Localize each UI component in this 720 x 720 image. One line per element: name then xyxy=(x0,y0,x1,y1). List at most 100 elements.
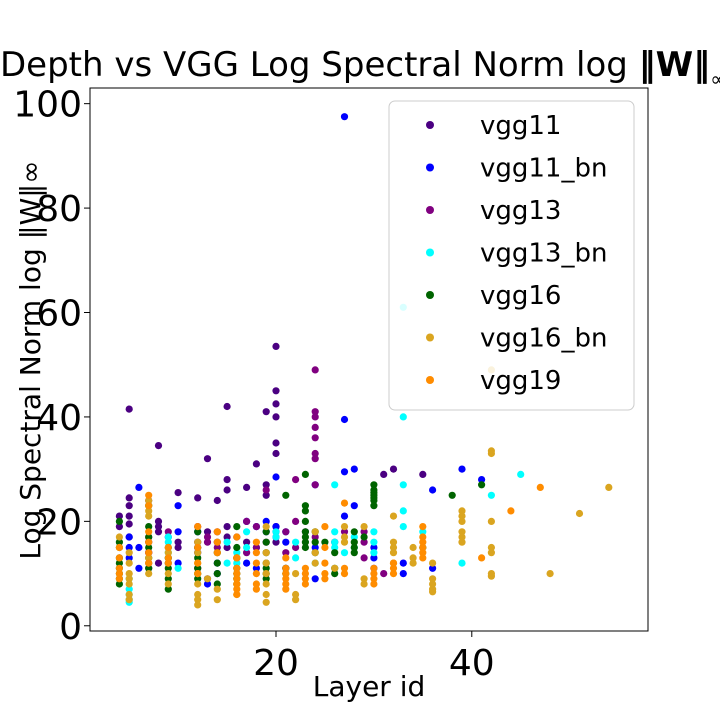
point-vgg19-50 xyxy=(340,499,349,507)
point-vgg11-4 xyxy=(125,502,133,510)
point-vgg19-55 xyxy=(370,575,378,583)
point-vgg11_bn-8 xyxy=(174,502,182,510)
point-vgg16_bn-52 xyxy=(360,580,368,588)
plot-area-frame xyxy=(89,87,649,632)
point-vgg16_bn-26 xyxy=(194,601,202,609)
point-vgg11-27 xyxy=(223,476,231,484)
point-vgg16-56 xyxy=(311,538,319,546)
point-vgg16-27 xyxy=(213,559,221,567)
point-vgg19-38 xyxy=(282,575,290,583)
point-vgg13-35 xyxy=(340,528,349,536)
point-vgg11-37 xyxy=(262,481,270,489)
point-vgg11-12 xyxy=(154,517,163,526)
point-vgg16-30 xyxy=(233,523,241,531)
point-vgg11-30 xyxy=(223,533,231,541)
point-vgg11_bn-31 xyxy=(311,543,319,552)
point-vgg16-51 xyxy=(301,528,309,536)
point-vgg16_bn-69 xyxy=(458,528,466,536)
point-vgg13_bn-23 xyxy=(331,481,339,489)
point-vgg11_bn-37 xyxy=(350,465,358,473)
legend-label-vgg16: vgg16 xyxy=(480,281,561,311)
point-vgg16_bn-60 xyxy=(409,559,417,567)
point-vgg16_bn-7 xyxy=(125,590,133,599)
point-vgg13_bn-10 xyxy=(174,564,182,572)
point-vgg19-49 xyxy=(321,575,329,583)
point-vgg19-3 xyxy=(115,570,123,578)
point-vgg11-24 xyxy=(213,496,221,505)
point-vgg16-47 xyxy=(301,470,309,478)
point-vgg11_bn-34 xyxy=(340,415,349,424)
point-vgg16-49 xyxy=(301,507,309,515)
point-vgg19-67 xyxy=(507,507,515,515)
point-vgg13-17 xyxy=(252,543,260,552)
point-vgg16_bn-6 xyxy=(125,580,133,588)
point-vgg13-24 xyxy=(292,543,300,552)
point-vgg13-37 xyxy=(360,554,368,562)
point-vgg13_bn-36 xyxy=(399,507,407,515)
point-vgg16_bn-67 xyxy=(458,512,466,520)
y-tick-label: 80 xyxy=(36,189,82,230)
point-vgg19-24 xyxy=(233,570,241,578)
point-vgg16-48 xyxy=(301,502,309,510)
point-vgg16-1 xyxy=(115,538,123,546)
point-vgg19-31 xyxy=(252,559,260,567)
point-vgg13_bn-30 xyxy=(370,528,378,536)
point-vgg13_bn-27 xyxy=(340,549,349,557)
legend-box xyxy=(388,100,635,411)
point-vgg16_bn-25 xyxy=(194,596,202,604)
point-vgg11_bn-1 xyxy=(125,543,133,552)
point-vgg16-72 xyxy=(370,496,378,505)
point-vgg13_bn-26 xyxy=(331,543,339,552)
point-vgg13_bn-25 xyxy=(331,538,339,546)
point-vgg19-4 xyxy=(115,575,123,583)
point-vgg16-28 xyxy=(213,570,221,578)
point-vgg16-54 xyxy=(301,543,309,552)
point-vgg13_bn-6 xyxy=(164,538,172,546)
point-vgg13_bn-20 xyxy=(292,538,300,546)
point-vgg19-19 xyxy=(213,538,221,546)
point-vgg16-18 xyxy=(164,575,172,583)
point-vgg11_bn-14 xyxy=(203,580,212,588)
point-vgg16_bn-80 xyxy=(546,570,554,578)
point-vgg16_bn-58 xyxy=(409,543,417,552)
point-vgg19-11 xyxy=(164,543,172,552)
point-vgg16-25 xyxy=(194,575,202,583)
point-vgg13-18 xyxy=(262,486,270,494)
point-vgg11-36 xyxy=(262,408,270,416)
y-axis: 0 20 40 60 80 100 xyxy=(13,85,90,648)
x-tick-label: 20 xyxy=(253,643,299,684)
point-vgg19-41 xyxy=(301,564,309,572)
y-tick-label: 40 xyxy=(36,398,82,439)
point-vgg19-20 xyxy=(213,549,221,557)
point-vgg16-76 xyxy=(478,481,486,489)
point-vgg16_bn-9 xyxy=(145,496,153,505)
point-vgg16-37 xyxy=(262,528,270,536)
point-vgg19-53 xyxy=(370,564,378,572)
point-vgg19-21 xyxy=(233,533,241,541)
point-vgg13_bn-37 xyxy=(399,523,407,531)
point-vgg16_bn-28 xyxy=(213,585,221,593)
point-vgg16-11 xyxy=(145,533,153,541)
point-vgg13-27 xyxy=(311,413,319,421)
point-vgg16-17 xyxy=(164,564,172,572)
point-vgg16_bn-29 xyxy=(213,596,221,604)
point-vgg13-16 xyxy=(252,523,260,531)
point-vgg11_bn-38 xyxy=(350,502,358,510)
point-vgg13-23 xyxy=(292,517,300,526)
series-vgg19 xyxy=(115,483,544,599)
point-vgg11-38 xyxy=(262,491,270,499)
point-vgg19-23 xyxy=(233,564,241,572)
point-vgg11-34 xyxy=(252,460,260,468)
point-vgg13-9 xyxy=(203,538,212,546)
point-vgg11-43 xyxy=(272,439,280,447)
point-vgg13-8 xyxy=(203,533,212,541)
point-vgg11_bn-36 xyxy=(340,512,349,520)
point-vgg16-4 xyxy=(115,559,123,567)
point-vgg19-44 xyxy=(301,580,309,588)
point-vgg13-11 xyxy=(213,543,221,552)
point-vgg11_bn-35 xyxy=(340,468,349,476)
point-vgg13-26 xyxy=(311,408,319,416)
point-vgg16-62 xyxy=(350,528,358,536)
point-vgg11_bn-33 xyxy=(340,113,349,121)
point-vgg11_bn-3 xyxy=(135,483,143,491)
